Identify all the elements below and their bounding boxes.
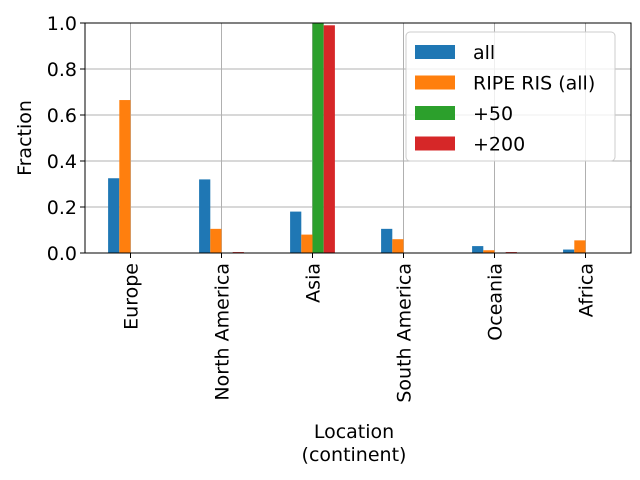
legend-swatch xyxy=(415,75,455,90)
x-tick-label: Africa xyxy=(576,263,598,317)
bar xyxy=(574,240,586,253)
y-axis-ticks: 0.0 0.2 0.4 0.6 0.8 1.0 xyxy=(47,13,85,265)
x-tick-label: Europe xyxy=(121,263,143,330)
bar xyxy=(381,228,393,253)
bar xyxy=(210,228,222,253)
legend-swatch xyxy=(415,45,455,59)
x-tick-label: Oceania xyxy=(485,263,507,341)
x-axis-title-line-2: (continent) xyxy=(302,444,407,466)
legend-label: +50 xyxy=(473,103,513,125)
x-tick-label: North America xyxy=(212,263,234,401)
y-tick-label: 0.0 xyxy=(47,243,77,265)
x-tick-label: Asia xyxy=(303,263,325,303)
bar xyxy=(392,239,404,253)
y-tick-label: 1.0 xyxy=(47,13,77,35)
legend-label: +200 xyxy=(473,134,525,156)
legend: all RIPE RIS (all) +50 +200 xyxy=(405,31,616,162)
legend-box xyxy=(405,31,616,162)
bar xyxy=(563,249,575,253)
bar xyxy=(472,246,484,253)
y-tick-label: 0.2 xyxy=(47,197,77,219)
x-axis-ticks: Europe North America Asia South America Ocea… xyxy=(121,253,598,403)
x-axis-title-line-1: Location xyxy=(314,421,394,443)
bar xyxy=(119,100,131,253)
legend-label: RIPE RIS (all) xyxy=(473,73,595,95)
plot-frame xyxy=(84,22,632,254)
bar xyxy=(483,250,495,253)
bar xyxy=(323,25,335,253)
bar xyxy=(108,178,120,253)
legend-label: all xyxy=(473,42,495,64)
bar xyxy=(199,179,211,253)
x-tick-label: South America xyxy=(394,263,416,403)
y-tick-label: 0.8 xyxy=(47,59,77,81)
legend-swatch xyxy=(415,136,455,151)
legend-swatch xyxy=(415,106,455,120)
y-tick-label: 0.6 xyxy=(47,105,77,127)
bar xyxy=(312,23,324,253)
y-axis-title: Fraction xyxy=(14,100,36,176)
y-tick-label: 0.4 xyxy=(47,151,77,173)
bar xyxy=(301,234,313,253)
bar xyxy=(290,211,302,253)
